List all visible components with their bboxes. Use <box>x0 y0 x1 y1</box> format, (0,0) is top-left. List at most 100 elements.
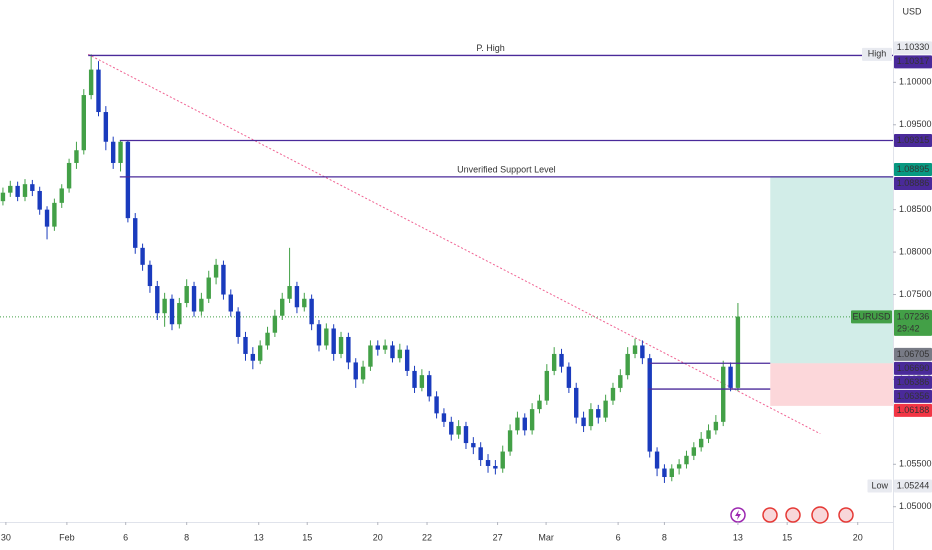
candle-body <box>654 451 660 469</box>
candle-body <box>213 264 219 278</box>
y-tick-label: 1.05500 <box>899 459 932 469</box>
candle-body <box>551 353 557 371</box>
x-tick-label: 27 <box>493 532 503 542</box>
x-tick-label: 15 <box>302 532 312 542</box>
candle-body <box>441 413 447 422</box>
x-tick-label: 8 <box>662 532 667 542</box>
x-tick-label: 13 <box>733 532 743 542</box>
event-icon <box>735 510 741 520</box>
price-badge-label: 1.06690 <box>897 363 930 373</box>
candle-body <box>133 218 138 248</box>
candle-body <box>581 417 586 427</box>
candle-body <box>309 298 314 325</box>
price-badge <box>894 479 932 493</box>
candle-body <box>382 345 388 350</box>
price-badge-label: 1.08886 <box>897 178 930 188</box>
price-badge-label: 1.10330 <box>897 42 930 52</box>
price-badge-label: 1.09315 <box>897 135 930 145</box>
x-tick-label: 6 <box>123 532 128 542</box>
candle-body <box>140 247 145 265</box>
price-tag <box>867 479 892 493</box>
candle-body <box>37 190 42 210</box>
candle-body <box>287 286 292 299</box>
price-tag-label: High <box>868 49 887 59</box>
candle-body <box>640 345 645 359</box>
candle-body <box>302 298 307 308</box>
candle-body <box>44 209 50 227</box>
candle-body <box>669 468 674 478</box>
candle-body <box>74 150 79 163</box>
candle-body <box>559 353 564 367</box>
price-tag <box>851 310 892 324</box>
event-icon <box>838 507 854 523</box>
y-tick-label: 1.10000 <box>899 77 932 87</box>
x-tick-label: 30 <box>1 532 11 542</box>
candle-body <box>456 426 461 435</box>
candle-body <box>698 438 704 448</box>
candle-body <box>228 294 233 312</box>
candle-body <box>22 184 28 197</box>
level-label: Unverified Support Level <box>457 164 556 174</box>
price-badge-label: 1.06386 <box>897 377 930 387</box>
price-tag <box>862 47 892 61</box>
candle-body <box>493 465 498 469</box>
candle-body <box>206 277 211 299</box>
candle-body <box>529 409 535 431</box>
candle-body <box>338 336 344 354</box>
candle-body <box>250 353 256 361</box>
candle-body <box>397 349 403 359</box>
price-badge <box>894 177 932 191</box>
candle-body <box>603 400 608 418</box>
countdown: 29:42 <box>897 323 920 333</box>
candle-body <box>691 447 697 456</box>
x-tick-label: 15 <box>782 532 792 542</box>
candle-body <box>610 387 616 401</box>
price-badge-label: 1.10317 <box>897 56 930 66</box>
candle-body <box>147 264 153 287</box>
price-badge <box>894 163 932 177</box>
y-tick-label: 1.08000 <box>899 246 932 256</box>
target-zone <box>770 176 893 364</box>
candle-body <box>404 349 410 371</box>
candle-body <box>632 345 638 354</box>
candle-body <box>368 345 373 367</box>
candle-body <box>30 184 35 191</box>
candle-body <box>449 421 454 435</box>
candle-body <box>676 464 682 469</box>
x-tick-label: 13 <box>254 532 264 542</box>
candle-body <box>463 426 469 444</box>
trendline <box>87 53 821 435</box>
candle-body <box>324 328 329 346</box>
x-tick-label: Mar <box>538 532 554 542</box>
candle-body <box>507 430 513 452</box>
candle-body <box>721 366 726 422</box>
candle-body <box>110 141 116 163</box>
y-tick-label: 1.09500 <box>899 119 932 129</box>
candle-body <box>331 328 336 354</box>
price-badge <box>894 309 932 336</box>
price-badge <box>894 361 932 375</box>
currency-label: USD <box>902 6 922 16</box>
price-badge <box>894 41 932 55</box>
candle-body <box>375 345 380 350</box>
price-tag-label: Low <box>871 480 888 490</box>
candle-body <box>596 409 601 418</box>
event-icon <box>762 507 778 523</box>
candle-body <box>588 409 594 427</box>
candle-body <box>662 468 667 478</box>
candle-body <box>427 375 432 397</box>
candle-body <box>52 202 57 227</box>
candle-body <box>257 345 263 361</box>
candle-body <box>316 324 322 346</box>
candle-body <box>8 185 13 193</box>
candle-body <box>199 298 204 312</box>
candle-body <box>478 447 483 461</box>
candle-body <box>728 366 733 388</box>
candle-body <box>412 370 417 388</box>
candle-body <box>66 162 72 189</box>
price-badge <box>894 389 932 403</box>
price-badge-label: 1.06188 <box>897 405 930 415</box>
x-tick-label: 8 <box>184 532 189 542</box>
candle-body <box>81 95 86 151</box>
